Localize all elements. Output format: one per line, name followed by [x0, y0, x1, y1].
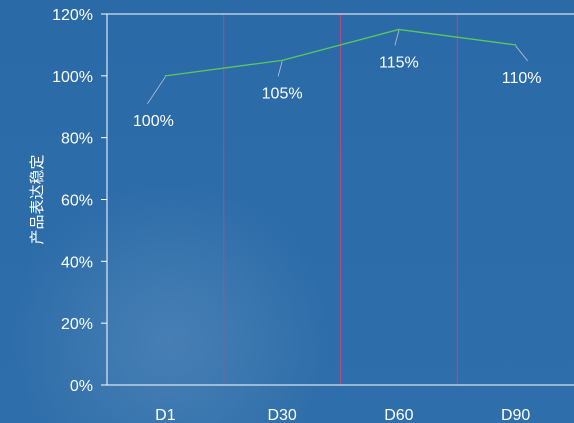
y-tick-label: 80%	[61, 131, 93, 148]
data-point	[164, 75, 167, 77]
data-labels: 100% 105% 115% 110%	[133, 30, 542, 130]
data-label: 105%	[262, 85, 303, 102]
y-tick-label: 100%	[52, 69, 93, 86]
data-label-leader	[394, 30, 400, 46]
y-tick-label: 40%	[61, 254, 93, 271]
data-label-leader	[515, 45, 528, 62]
y-axis-ticks: 0% 20% 40% 60% 80% 100% 120%	[52, 7, 107, 395]
y-axis-title: 产品表达稳定	[28, 154, 46, 244]
x-tick-label: D30	[267, 407, 296, 423]
data-label: 110%	[502, 70, 542, 87]
category-separators	[223, 14, 458, 385]
x-axis-ticks: D1 D30 D60 D90	[155, 407, 530, 423]
data-label: 100%	[133, 113, 174, 130]
x-tick-label: D60	[384, 407, 413, 423]
y-tick-label: 120%	[52, 7, 93, 24]
series-line	[165, 28, 516, 77]
y-tick-label: 0%	[70, 378, 93, 395]
data-label: 115%	[379, 54, 419, 71]
series-line-group	[164, 28, 517, 77]
y-tick-label: 20%	[61, 316, 93, 333]
data-point	[514, 44, 517, 46]
data-label-leader	[147, 76, 166, 105]
x-tick-label: D90	[501, 407, 530, 423]
data-point	[398, 28, 400, 31]
x-tick-label: D1	[155, 407, 176, 423]
y-tick-label: 60%	[61, 193, 93, 210]
data-label-leader	[277, 61, 283, 77]
data-point	[281, 59, 283, 62]
